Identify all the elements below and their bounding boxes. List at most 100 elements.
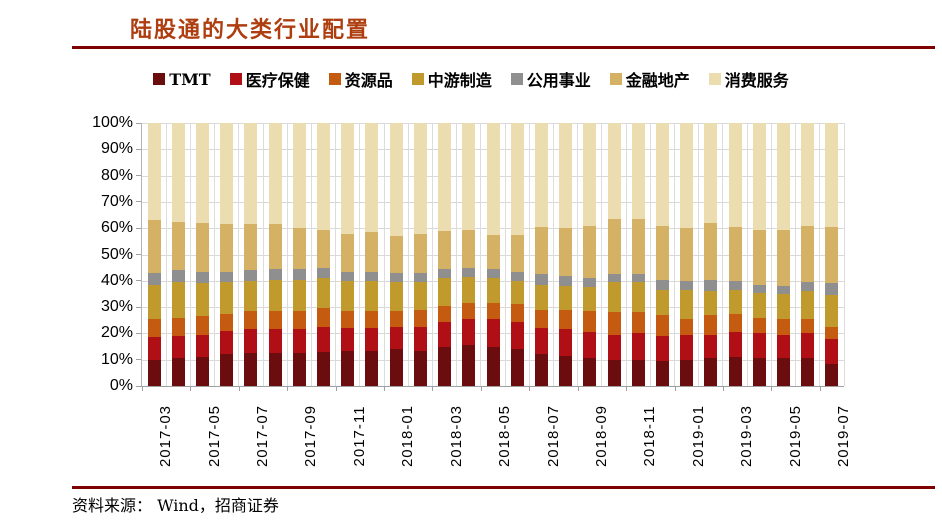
gridline-vertical [722, 123, 724, 386]
bar-2018-08 [559, 123, 573, 386]
bar-segment-TMT [825, 363, 839, 386]
bar-segment-TMT [583, 358, 597, 386]
bar-2019-04 [752, 123, 766, 386]
bar-segment-TMT [171, 358, 185, 386]
gridline-vertical [698, 123, 700, 386]
bar-segment-资源品 [438, 305, 452, 322]
bar-segment-资源品 [292, 311, 306, 330]
bar-segment-资源品 [196, 316, 210, 335]
bar-segment-消费服务 [462, 123, 476, 230]
bar-segment-公用事业 [607, 274, 621, 283]
legend-swatch-icon [153, 73, 166, 85]
y-axis-label: 40% [100, 271, 133, 289]
bar-segment-公用事业 [438, 269, 452, 279]
x-axis-tick [480, 386, 482, 391]
chart-legend: TMT 医疗保健 资源品 中游制造 公用事业 金融地产 消费服务 [0, 66, 942, 92]
bar-segment-公用事业 [728, 280, 742, 291]
x-axis-tick [722, 386, 724, 391]
bar-segment-公用事业 [365, 271, 379, 281]
chart-title: 陆股通的大类行业配置 [130, 17, 371, 43]
bar-2017-03 [147, 123, 161, 386]
legend-item-4: 公用事业 [510, 67, 591, 91]
legend-swatch-icon [411, 73, 424, 85]
bar-segment-医疗保健 [317, 326, 331, 352]
legend-label: 公用事业 [526, 71, 591, 90]
gridline-vertical [165, 123, 167, 386]
bar-segment-医疗保健 [220, 330, 234, 355]
bar-segment-消费服务 [752, 123, 766, 230]
bar-2018-11 [631, 123, 645, 386]
bar-segment-资源品 [317, 308, 331, 327]
bar-segment-中游制造 [147, 284, 161, 319]
gridline-vertical [310, 123, 312, 386]
y-axis-tick [136, 359, 141, 361]
bar-segment-金融地产 [268, 224, 282, 269]
bar-segment-中游制造 [341, 280, 355, 312]
bar-segment-医疗保健 [559, 329, 573, 356]
bar-2018-02 [413, 123, 427, 386]
gridline-vertical [407, 123, 409, 386]
bar-segment-金融地产 [486, 234, 500, 269]
bar-2017-09 [292, 123, 306, 386]
bar-segment-TMT [801, 358, 815, 386]
bar-segment-资源品 [534, 309, 548, 329]
x-axis-tick [238, 386, 240, 391]
bar-segment-公用事业 [389, 272, 403, 283]
bar-segment-医疗保健 [655, 336, 669, 362]
bar-segment-金融地产 [607, 219, 621, 275]
bar-2018-03 [438, 123, 452, 386]
bar-segment-金融地产 [776, 229, 790, 287]
bar-segment-消费服务 [147, 123, 161, 221]
bar-segment-消费服务 [607, 123, 621, 220]
y-axis-label: 100% [92, 114, 133, 131]
bar-segment-金融地产 [389, 236, 403, 273]
bar-segment-医疗保健 [365, 328, 379, 351]
source-note: 资料来源： Wind，招商证券 [72, 496, 279, 515]
x-axis-label: 2017-09 [302, 404, 320, 468]
bar-segment-消费服务 [801, 123, 815, 226]
bar-2018-09 [583, 123, 597, 386]
bar-segment-TMT [317, 351, 331, 386]
gridline-vertical [383, 123, 385, 386]
bar-segment-中游制造 [389, 282, 403, 312]
bar-2017-05 [196, 123, 210, 386]
bar-segment-资源品 [655, 315, 669, 337]
bar-segment-金融地产 [631, 219, 645, 275]
bar-segment-TMT [534, 354, 548, 386]
bar-segment-TMT [462, 345, 476, 386]
x-axis-label: 2017-03 [157, 404, 175, 468]
bar-segment-金融地产 [801, 225, 815, 283]
bar-2017-07 [244, 123, 258, 386]
bar-segment-消费服务 [413, 123, 427, 234]
x-axis-label: 2017-11 [350, 405, 368, 467]
x-axis-label: 2018-07 [544, 404, 562, 468]
bar-segment-TMT [680, 359, 694, 386]
y-axis-tick [136, 280, 141, 282]
bar-segment-资源品 [752, 317, 766, 334]
bar-segment-医疗保健 [607, 334, 621, 360]
bar-segment-医疗保健 [171, 336, 185, 359]
bar-segment-中游制造 [728, 290, 742, 314]
bar-segment-金融地产 [196, 222, 210, 272]
bar-segment-资源品 [147, 318, 161, 338]
bar-segment-TMT [752, 358, 766, 386]
bar-segment-公用事业 [196, 271, 210, 284]
legend-swatch-icon [328, 73, 341, 85]
bar-segment-医疗保健 [801, 333, 815, 359]
bar-segment-消费服务 [317, 123, 331, 230]
bar-segment-资源品 [462, 303, 476, 319]
legend-swatch-icon [609, 73, 622, 85]
bar-segment-金融地产 [534, 226, 548, 275]
y-axis-label: 10% [100, 350, 133, 368]
bar-segment-中游制造 [510, 280, 524, 305]
x-axis-tick [674, 386, 676, 391]
bar-segment-公用事业 [292, 269, 306, 280]
legend-item-3: 中游制造 [411, 67, 492, 91]
bar-segment-消费服务 [438, 123, 452, 231]
bar-segment-金融地产 [462, 229, 476, 268]
bar-segment-公用事业 [244, 270, 258, 281]
x-axis-tick [819, 386, 821, 391]
bar-2017-08 [268, 123, 282, 386]
bar-segment-中游制造 [534, 284, 548, 310]
legend-label: 金融地产 [625, 71, 690, 90]
